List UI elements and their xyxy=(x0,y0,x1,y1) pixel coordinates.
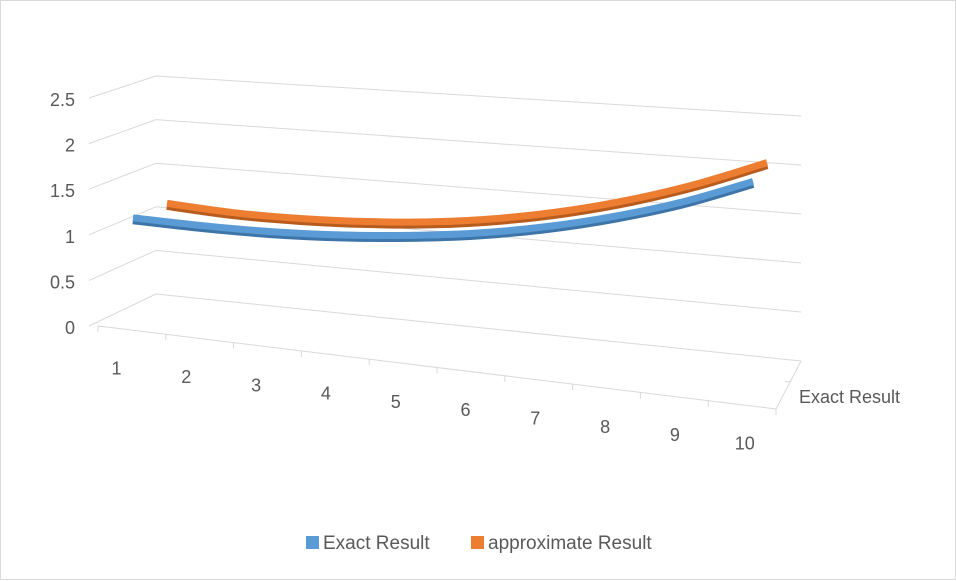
x-tick-label: 8 xyxy=(600,417,610,437)
y-tick-label: 0.5 xyxy=(50,272,75,292)
y-tick-label: 1.5 xyxy=(50,181,75,201)
x-tick-label: 6 xyxy=(461,400,471,420)
y-axis-tick-labels: 0 0.5 1 1.5 2 2.5 xyxy=(50,90,75,338)
x-tick-label: 10 xyxy=(735,433,755,453)
gridline xyxy=(156,294,801,361)
gridline xyxy=(156,76,801,116)
y-tick-label: 0 xyxy=(65,318,75,338)
gridline xyxy=(156,163,801,214)
gridline xyxy=(156,120,801,165)
gridline-side xyxy=(89,76,156,98)
depth-axis-label: Exact Result xyxy=(799,387,900,407)
axes xyxy=(98,326,801,409)
y-tick-label: 2 xyxy=(65,136,75,156)
gridline-side xyxy=(89,163,156,189)
gridline xyxy=(156,250,801,312)
x-tick-label: 1 xyxy=(112,359,122,379)
y-tick-label: 1 xyxy=(65,227,75,247)
legend-swatch xyxy=(471,536,484,549)
gridline-side xyxy=(89,250,156,280)
x-tick-label: 9 xyxy=(670,425,680,445)
x-tick-label: 2 xyxy=(181,367,191,387)
x-axis-tick-labels: 1 2 3 4 5 6 7 8 9 10 xyxy=(98,326,776,453)
legend-swatch xyxy=(306,536,319,549)
gridline-side xyxy=(89,294,156,326)
y-tick-label: 2.5 xyxy=(50,90,75,110)
x-tick-label: 3 xyxy=(251,375,261,395)
depth-axis-line xyxy=(776,361,801,409)
legend-label: approximate Result xyxy=(488,533,652,554)
gridline-side xyxy=(89,120,156,144)
legend-label: Exact Result xyxy=(323,533,430,554)
legend: Exact Result approximate Result xyxy=(306,533,652,554)
x-tick-label: 7 xyxy=(530,409,540,429)
x-tick-label: 5 xyxy=(391,392,401,412)
series-layer xyxy=(133,163,767,238)
x-tick-label: 4 xyxy=(321,384,331,404)
